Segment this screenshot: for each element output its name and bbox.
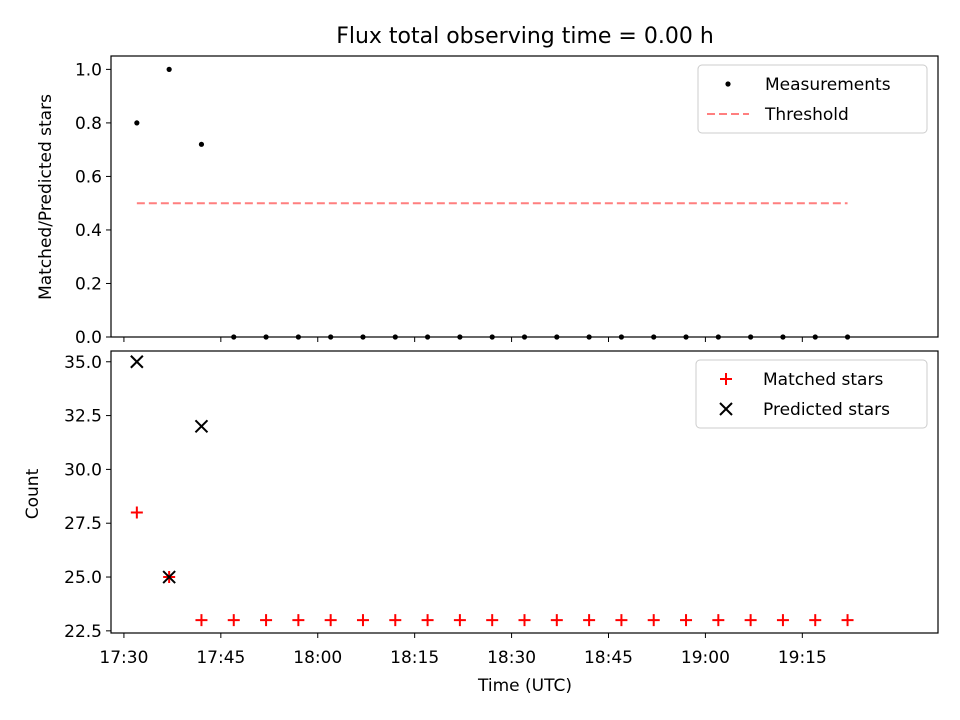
- top-y-tick-label: 0.6: [75, 167, 102, 187]
- matched-stars-point: [744, 614, 757, 627]
- top-y-tick-label: 0.8: [75, 114, 102, 134]
- bottom-y-tick-label: 25.0: [64, 568, 102, 588]
- bottom-y-tick-label: 30.0: [64, 460, 102, 480]
- x-tick-label: 18:30: [487, 648, 536, 668]
- x-tick-label: 19:15: [778, 648, 827, 668]
- x-axis-label: Time (UTC): [477, 676, 572, 696]
- x-tick-label: 18:45: [584, 648, 633, 668]
- matched-stars-point: [421, 614, 434, 627]
- x-tick-label: 19:00: [681, 648, 730, 668]
- bottom-y-ticks: 22.5 25.0 27.5 30.0 32.5 35.0: [64, 353, 111, 642]
- top-panel: 0.0 0.2 0.4 0.6 0.8 1.0 Matched/Predicted sta…: [36, 55, 939, 348]
- measurement-point: [166, 66, 172, 72]
- top-x-ticks: [123, 337, 803, 342]
- bottom-panel: 22.5 25.0 27.5 30.0 32.5 35.0 17:30 17:45 18:00…: [23, 350, 939, 696]
- matched-stars-point: [356, 614, 369, 627]
- top-y-tick-label: 0.0: [75, 328, 102, 348]
- bottom-legend-box: [695, 359, 928, 429]
- legend-label-predicted-stars: Predicted stars: [763, 400, 890, 420]
- matched-stars-point: [776, 614, 789, 627]
- x-tick-label: 17:30: [99, 648, 148, 668]
- matched-stars-point: [486, 614, 499, 627]
- matched-stars-point: [389, 614, 402, 627]
- matched-stars-point: [292, 614, 305, 627]
- top-legend-box: [697, 64, 928, 134]
- matched-stars-point: [195, 614, 208, 627]
- predicted-stars-point: [162, 570, 176, 584]
- bottom-legend: Matched stars Predicted stars: [695, 359, 928, 429]
- matched-stars-point: [227, 614, 240, 627]
- measurement-point: [198, 141, 205, 147]
- x-tick-label: 18:15: [390, 648, 439, 668]
- matched-stars-point: [841, 614, 854, 627]
- top-y-tick-label: 0.2: [75, 274, 102, 294]
- bottom-y-axis-label: Count: [23, 468, 43, 519]
- x-tick-label: 18:00: [293, 648, 342, 668]
- bottom-y-tick-label: 22.5: [64, 622, 102, 642]
- measurement-point: [134, 120, 140, 126]
- top-y-tick-label: 1.0: [75, 60, 102, 80]
- predicted-stars-point: [130, 355, 144, 369]
- legend-label-matched-stars: Matched stars: [763, 370, 883, 390]
- matched-stars-point: [712, 614, 725, 627]
- top-y-tick-label: 0.4: [75, 221, 102, 241]
- matched-stars-point: [260, 614, 273, 627]
- top-y-axis-label: Matched/Predicted stars: [36, 94, 56, 300]
- chart-title: Flux total observing time = 0.00 h: [336, 24, 714, 49]
- bottom-y-tick-label: 27.5: [64, 514, 102, 534]
- matched-stars-point: [324, 614, 337, 627]
- top-legend: Measurements Threshold: [697, 64, 928, 134]
- bottom-y-tick-label: 32.5: [64, 407, 102, 427]
- matched-stars-point: [550, 614, 563, 627]
- bottom-x-ticks: 17:30 17:45 18:00 18:15 18:30 18:45 19:00 19:15: [99, 633, 827, 668]
- legend-label-threshold: Threshold: [764, 105, 849, 125]
- matched-stars-point: [130, 506, 143, 519]
- legend-marker-measurements: [725, 81, 731, 87]
- top-y-ticks: 0.0 0.2 0.4 0.6 0.8 1.0: [75, 60, 111, 348]
- matched-stars-point: [809, 614, 822, 627]
- x-tick-label: 17:45: [196, 648, 245, 668]
- matched-stars-point: [583, 614, 596, 627]
- matched-stars-point: [453, 614, 466, 627]
- matched-stars-point: [615, 614, 628, 627]
- bottom-y-tick-label: 35.0: [64, 353, 102, 373]
- legend-marker-predicted-stars: [719, 402, 733, 416]
- matched-stars-point: [647, 614, 660, 627]
- bottom-axes-frame: [110, 350, 939, 634]
- top-axes-frame: [110, 55, 939, 338]
- bottom-marks: [130, 355, 854, 627]
- matched-stars-point: [680, 614, 693, 627]
- legend-label-measurements: Measurements: [765, 75, 891, 95]
- predicted-stars-point: [194, 419, 209, 434]
- matched-stars-point: [518, 614, 531, 627]
- legend-marker-matched-stars: [720, 373, 732, 385]
